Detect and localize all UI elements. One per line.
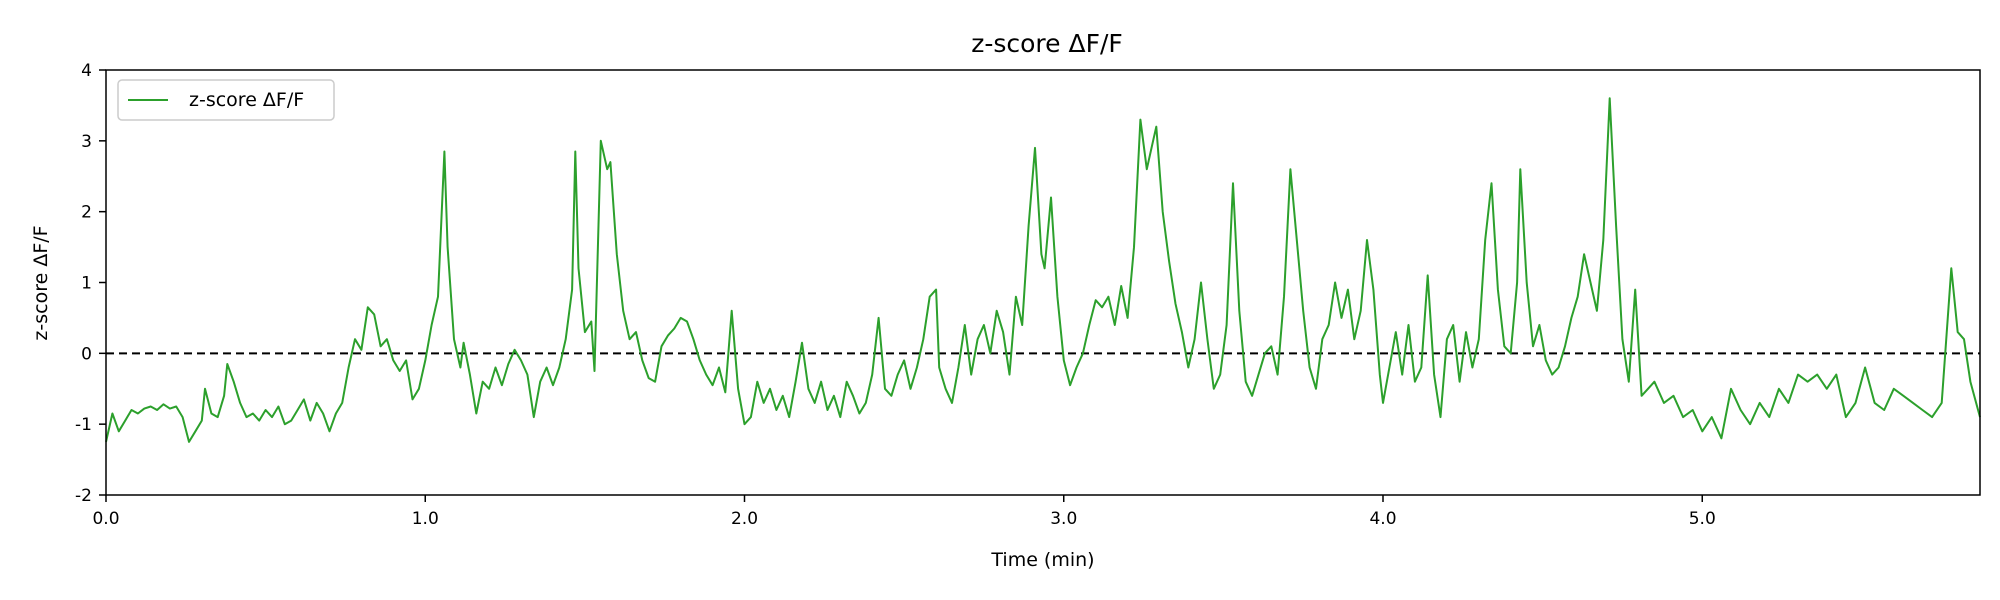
x-tick-label: 5.0 (1689, 509, 1716, 529)
y-tick-label: 1 (81, 274, 92, 294)
y-axis: -2 -1 0 1 2 3 4 (75, 61, 106, 506)
x-tick-label: 0.0 (92, 509, 119, 529)
legend[interactable]: z-score ΔF/F (117, 79, 335, 121)
plot-background (106, 70, 1980, 495)
y-tick-label: 3 (81, 132, 92, 152)
y-axis-label: z-score ΔF/F (30, 225, 52, 340)
x-tick-label: 4.0 (1369, 509, 1396, 529)
y-tick-label: 4 (81, 61, 92, 81)
x-tick-label: 2.0 (731, 509, 758, 529)
chart-title: z-score ΔF/F (971, 29, 1123, 58)
x-tick-label: 3.0 (1050, 509, 1077, 529)
legend-box (117, 79, 335, 121)
legend-label: z-score ΔF/F (189, 89, 304, 111)
series-line-zscore (105, 97, 1981, 443)
x-axis-label: Time (min) (990, 549, 1094, 571)
y-tick-label: 0 (81, 344, 92, 364)
plot-area (105, 69, 1981, 496)
y-tick-label: -1 (75, 415, 92, 435)
y-tick-label: 2 (81, 203, 92, 223)
x-axis: 0.0 1.0 2.0 3.0 4.0 5.0 (92, 495, 1716, 529)
y-tick-label: -2 (75, 486, 92, 506)
x-tick-label: 1.0 (412, 509, 439, 529)
